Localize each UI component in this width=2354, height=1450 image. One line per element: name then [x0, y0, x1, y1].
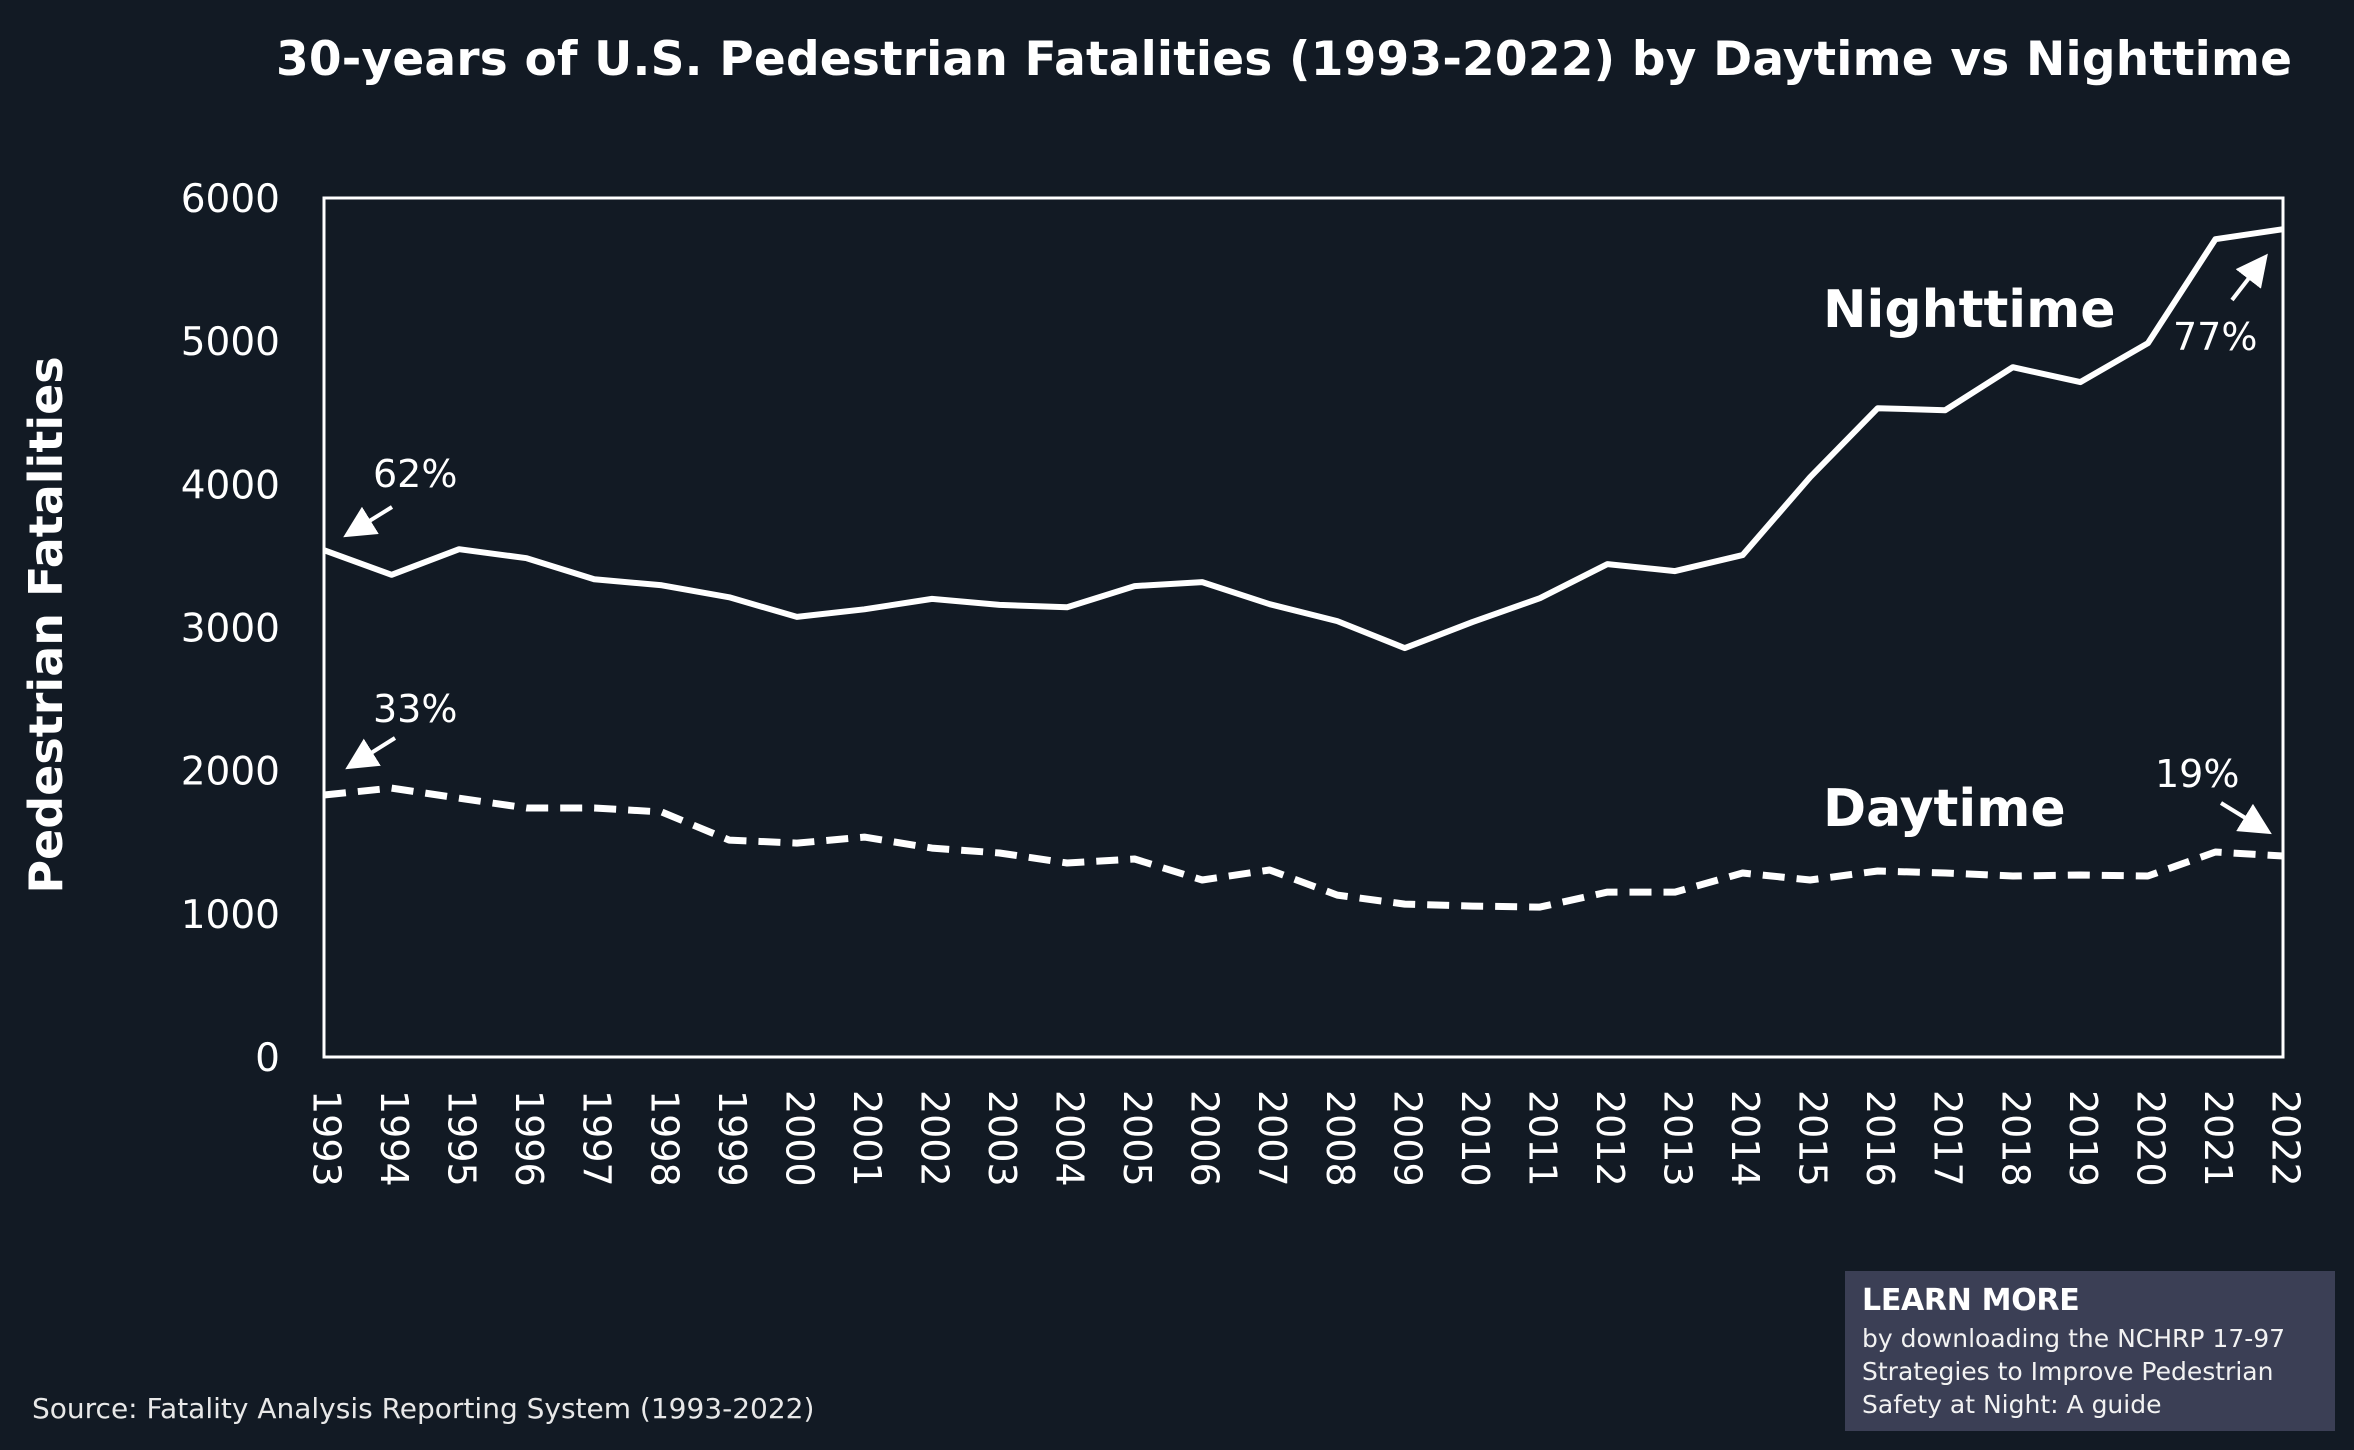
y-tick-label: 6000 — [181, 177, 280, 222]
x-tick-label: 2000 — [777, 1090, 821, 1187]
y-tick-label: 5000 — [181, 320, 280, 365]
x-tick-label: 2004 — [1048, 1090, 1092, 1187]
x-tick-label: 1995 — [440, 1090, 484, 1187]
x-tick-label: 2005 — [1115, 1090, 1159, 1187]
annotation-label: 19% — [2155, 752, 2239, 796]
x-tick-label: 2020 — [2128, 1090, 2172, 1187]
y-tick-label: 3000 — [181, 607, 280, 652]
series-line-daytime — [323, 784, 2284, 911]
annotation-label: 62% — [373, 452, 457, 496]
annotation-arrow-icon — [345, 736, 397, 770]
x-tick-label: 2011 — [1520, 1090, 1564, 1187]
learn-more-line: by downloading the NCHRP 17-97 — [1862, 1324, 2286, 1353]
y-tick-labels: 0 1000 2000 3000 4000 5000 6000 — [181, 177, 280, 1081]
series-label-daytime: Daytime — [1823, 779, 2066, 839]
x-tick-label: 2009 — [1385, 1090, 1429, 1187]
x-tick-label: 2001 — [845, 1090, 889, 1187]
series-label-nighttime: Nighttime — [1823, 280, 2116, 340]
learn-more-title: LEARN MORE — [1862, 1283, 2080, 1318]
x-tick-label: 1996 — [507, 1090, 551, 1187]
learn-more-line: Safety at Night: A guide — [1862, 1390, 2162, 1419]
x-tick-label: 2019 — [2061, 1090, 2105, 1187]
x-tick-label: 2015 — [1791, 1090, 1835, 1187]
x-tick-labels: 1993 1994 1995 1996 1997 1998 1999 2000 2001 2002… — [305, 1090, 2308, 1187]
learn-more-callout[interactable]: LEARN MORE by downloading the NCHRP 17-9… — [1845, 1271, 2335, 1431]
x-tick-label: 2016 — [1858, 1090, 1902, 1187]
x-tick-label: 2022 — [2264, 1090, 2308, 1187]
learn-more-line: Strategies to Improve Pedestrian — [1862, 1357, 2274, 1386]
x-tick-label: 1994 — [372, 1090, 416, 1187]
annotation-label: 77% — [2173, 315, 2257, 359]
x-tick-label: 2006 — [1183, 1090, 1227, 1187]
chart-title: 30-years of U.S. Pedestrian Fatalities (… — [276, 32, 2293, 87]
y-tick-label: 0 — [255, 1036, 280, 1081]
x-tick-label: 2021 — [2196, 1090, 2240, 1187]
annotation-label: 33% — [373, 687, 457, 731]
y-tick-label: 1000 — [181, 893, 280, 938]
x-tick-label: 2007 — [1250, 1090, 1294, 1187]
x-tick-label: 2010 — [1453, 1090, 1497, 1187]
series-lines — [322, 226, 2284, 911]
x-tick-label: 2002 — [912, 1090, 956, 1187]
annotation-arrow-icon — [2230, 253, 2268, 302]
x-tick-label: 2008 — [1318, 1090, 1362, 1187]
x-tick-label: 2014 — [1723, 1090, 1767, 1187]
annotation-arrow-icon — [343, 505, 394, 538]
x-tick-label: 1999 — [710, 1090, 754, 1187]
x-tick-label: 2017 — [1926, 1090, 1970, 1187]
x-tick-label: 1998 — [642, 1090, 686, 1187]
x-tick-label: 1997 — [575, 1090, 619, 1187]
x-tick-label: 1993 — [305, 1090, 349, 1187]
y-tick-label: 4000 — [181, 463, 280, 508]
series-line-nighttime — [322, 226, 2284, 652]
y-tick-label: 2000 — [181, 750, 280, 795]
x-tick-label: 2012 — [1588, 1090, 1632, 1187]
annotation-arrow-icon — [2219, 801, 2272, 835]
x-tick-label: 2013 — [1656, 1090, 1700, 1187]
annotations: 62% 77% 33% 19% — [343, 253, 2272, 835]
x-tick-label: 2018 — [1993, 1090, 2037, 1187]
source-note: Source: Fatality Analysis Reporting Syst… — [32, 1392, 815, 1425]
x-tick-label: 2003 — [980, 1090, 1024, 1187]
plot-frame — [322, 196, 2285, 1059]
